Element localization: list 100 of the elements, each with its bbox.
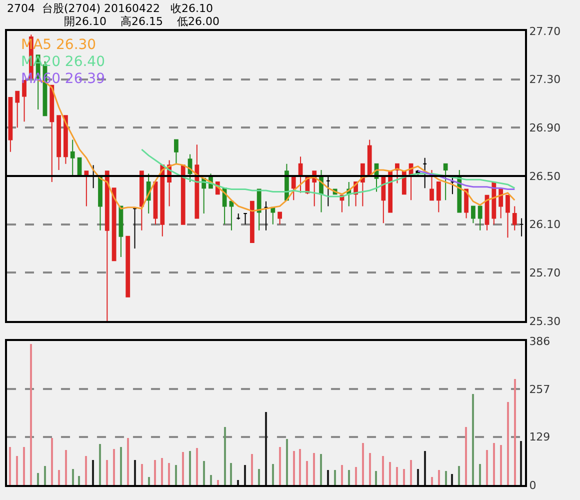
y-tick-label: 26.90: [529, 122, 561, 135]
y-tick-label: 25.30: [529, 314, 561, 328]
candlestick: [436, 182, 441, 213]
bar: [217, 480, 219, 485]
candlestick: [84, 170, 89, 207]
line-series: [417, 170, 516, 190]
candlestick: [180, 164, 186, 225]
bar: [127, 438, 129, 485]
bar: [175, 465, 177, 485]
bar: [224, 427, 226, 485]
y-tick-label: 25.70: [529, 266, 561, 280]
bar: [320, 454, 322, 485]
candlestick: [264, 200, 268, 231]
bar: [348, 470, 350, 485]
candlestick: [132, 208, 137, 249]
bar: [424, 451, 426, 485]
bar: [37, 473, 39, 485]
bar: [65, 450, 67, 485]
bar: [168, 463, 170, 485]
bar: [251, 454, 253, 485]
y-tick-label: 26.50: [529, 170, 561, 183]
candlestick: [50, 84, 54, 183]
y-tick-label: 257: [529, 382, 550, 396]
bar: [272, 464, 274, 485]
bar: [106, 460, 108, 485]
bar: [78, 476, 80, 485]
bar: [451, 474, 453, 485]
chart-title: 2704 台股(2704) 20160422 收26.10: [7, 2, 214, 15]
bar: [30, 344, 32, 485]
bar: [182, 452, 184, 485]
candlestick: [98, 176, 102, 231]
bar: [375, 471, 377, 485]
bar: [520, 441, 522, 485]
bar: [196, 448, 198, 485]
bar: [134, 460, 136, 485]
bar: [210, 475, 212, 485]
bar: [514, 379, 516, 485]
candlestick: [506, 194, 510, 238]
candlestick: [70, 139, 75, 176]
candlestick: [512, 206, 517, 231]
candlestick: [270, 206, 276, 225]
y-tick-label: 386: [529, 334, 550, 348]
bar: [313, 453, 315, 485]
bar: [479, 464, 481, 485]
candlestick: [229, 200, 234, 231]
bar: [389, 462, 391, 485]
bar: [9, 447, 11, 485]
candlestick: [381, 176, 386, 224]
bar: [258, 469, 260, 485]
candlestick: [194, 144, 200, 219]
candlestick: [118, 206, 124, 258]
candlestick: [443, 163, 448, 201]
bar: [113, 449, 115, 485]
candlestick: [319, 169, 324, 213]
bar: [472, 394, 474, 485]
candlestick: [243, 212, 248, 225]
bar: [334, 470, 336, 485]
bar: [382, 456, 384, 485]
bar: [396, 467, 398, 485]
candlestick: [236, 212, 241, 220]
candlestick: [388, 170, 393, 213]
candlestick: [174, 139, 178, 164]
bar: [486, 450, 488, 485]
bar: [306, 461, 308, 485]
candlestick: [64, 115, 68, 164]
y-tick-label: 26.10: [529, 218, 561, 232]
bar: [203, 461, 205, 485]
y-tick-label: 27.30: [529, 73, 561, 86]
bar: [120, 447, 122, 485]
bar: [141, 464, 143, 485]
bar: [500, 445, 502, 485]
bar: [154, 460, 156, 485]
bar: [237, 480, 239, 485]
candlestick: [160, 164, 165, 237]
candlestick: [56, 115, 61, 170]
bar: [286, 439, 288, 485]
bar: [403, 469, 405, 485]
candlestick: [8, 96, 13, 152]
candlestick: [471, 206, 476, 224]
candlestick: [430, 169, 434, 201]
candlestick: [367, 139, 372, 176]
bar: [92, 460, 94, 485]
bar: [58, 470, 60, 485]
line-series: [140, 148, 516, 198]
bar: [265, 412, 267, 485]
candlestick: [139, 170, 144, 231]
bar: [16, 456, 18, 485]
bar: [431, 477, 433, 485]
y-tick-label: 27.70: [529, 24, 561, 38]
candlestick: [126, 236, 130, 298]
bar: [293, 451, 295, 485]
bar: [327, 470, 329, 485]
candlestick: [519, 218, 524, 237]
bar: [161, 458, 163, 485]
bar: [369, 453, 371, 485]
bar: [148, 477, 150, 485]
bar: [341, 465, 343, 485]
candlestick: [15, 90, 20, 128]
y-tick-label: 0: [529, 478, 536, 492]
chart-subtitle: 開26.10 高26.15 低26.00: [64, 15, 220, 28]
